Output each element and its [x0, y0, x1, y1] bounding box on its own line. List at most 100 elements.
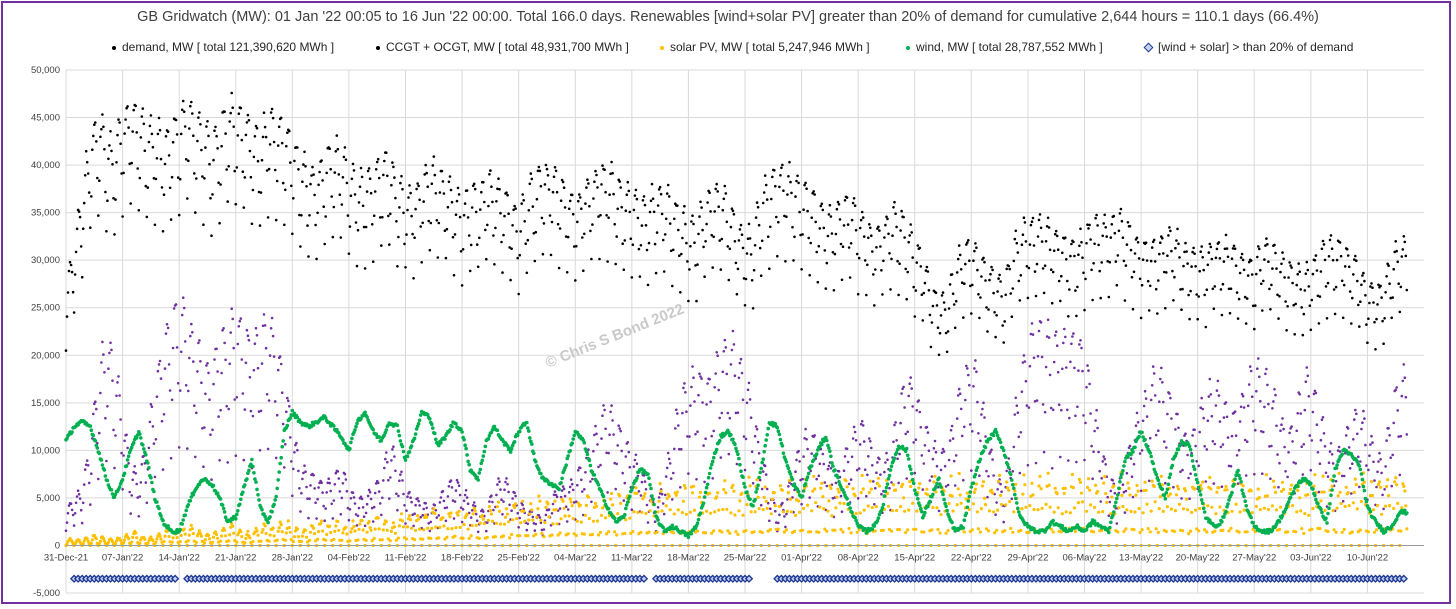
solar-point — [764, 499, 768, 503]
demand-point — [582, 269, 585, 273]
demand-point — [572, 245, 576, 248]
legend-item-renewable-threshold: [wind + solar] > than 20% of demand — [1143, 40, 1353, 54]
solar-point — [1117, 506, 1121, 510]
demand-point — [82, 201, 86, 205]
ccgt-point — [785, 512, 788, 516]
solar-point — [1326, 529, 1330, 534]
ccgt-point — [179, 350, 183, 354]
ccgt-point — [660, 492, 664, 496]
demand-point — [841, 245, 845, 248]
solar-point — [1168, 492, 1172, 496]
ccgt-point — [1319, 438, 1323, 442]
ccgt-point — [839, 494, 843, 498]
wind-point — [686, 535, 691, 540]
demand-point — [756, 205, 760, 209]
ccgt-point — [657, 496, 661, 499]
wind-point — [260, 508, 264, 512]
ccgt-point — [930, 475, 934, 478]
demand-point — [68, 260, 72, 264]
demand-point — [245, 121, 249, 124]
solar-point — [445, 535, 449, 539]
ccgt-point — [1158, 400, 1161, 404]
solar-point — [313, 532, 317, 536]
demand-point — [934, 291, 938, 295]
ccgt-point — [1145, 415, 1149, 418]
demand-point — [986, 330, 989, 333]
demand-point — [1159, 241, 1162, 244]
ccgt-point — [619, 429, 622, 433]
ccgt-point — [677, 424, 680, 427]
solar-point — [1049, 527, 1053, 531]
solar-point — [358, 522, 362, 526]
ccgt-point — [949, 428, 953, 432]
solar-point — [413, 538, 417, 542]
demand-point — [1083, 308, 1086, 312]
demand-point — [243, 176, 247, 179]
solar-point — [567, 514, 571, 518]
ccgt-point — [980, 413, 983, 416]
solar-point — [1330, 484, 1334, 488]
ccgt-point — [794, 470, 797, 474]
ccgt-point — [1168, 392, 1171, 395]
demand-point — [409, 191, 412, 195]
ccgt-point — [1064, 335, 1067, 339]
demand-point — [1149, 259, 1153, 263]
ccgt-point — [285, 410, 288, 414]
demand-point — [848, 276, 852, 279]
ccgt-point — [977, 432, 980, 435]
demand-point — [872, 273, 875, 276]
demand-point — [159, 157, 163, 161]
wind-point — [889, 464, 894, 469]
demand-point — [820, 202, 824, 206]
solar-point — [726, 529, 730, 533]
demand-point — [1316, 294, 1320, 298]
demand-point — [787, 175, 790, 178]
demand-point — [400, 174, 403, 178]
demand-point — [350, 177, 354, 181]
demand-point — [630, 276, 634, 279]
ccgt-point — [946, 483, 950, 487]
solar-point — [1053, 486, 1057, 490]
wind-point — [152, 489, 156, 494]
solar-point — [138, 541, 142, 545]
ccgt-point — [1066, 408, 1069, 412]
demand-point — [310, 174, 313, 177]
solar-point — [344, 525, 348, 529]
wind-point — [430, 422, 434, 427]
demand-point — [635, 197, 639, 201]
ccgt-point — [469, 516, 473, 519]
ccgt-point — [465, 496, 469, 499]
y-tick-label: 10,000 — [31, 445, 60, 456]
ccgt-point — [332, 499, 336, 502]
solar-point — [248, 536, 252, 540]
demand-point — [726, 245, 730, 248]
demand-point — [682, 211, 685, 214]
demand-point — [66, 291, 70, 294]
solar-point — [1009, 526, 1013, 531]
ccgt-point — [232, 346, 235, 350]
demand-point — [1214, 256, 1218, 260]
ccgt-point — [348, 508, 352, 511]
solar-point — [328, 524, 332, 528]
solar-point — [251, 540, 255, 544]
solar-point — [594, 504, 599, 508]
demand-point — [904, 267, 907, 271]
solar-point — [417, 517, 421, 521]
ccgt-point — [1062, 341, 1065, 345]
ccgt-point — [1052, 360, 1056, 364]
ccgt-point — [1313, 389, 1317, 393]
demand-point — [646, 283, 650, 287]
ccgt-point — [1098, 469, 1101, 473]
demand-point — [732, 213, 736, 216]
solar-point — [780, 488, 785, 492]
ccgt-point — [1142, 404, 1146, 408]
ccgt-point — [1392, 421, 1395, 425]
wind-point — [512, 440, 517, 444]
solar-point — [1230, 509, 1234, 513]
ccgt-point — [1263, 405, 1266, 409]
demand-point — [637, 247, 641, 251]
wind-point — [166, 524, 170, 528]
ccgt-point — [970, 469, 973, 472]
ccgt-point — [510, 509, 513, 512]
ccgt-point — [1290, 425, 1293, 428]
